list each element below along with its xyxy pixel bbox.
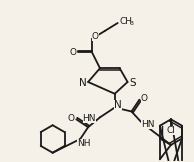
Text: O: O — [92, 32, 99, 41]
Text: O: O — [68, 114, 75, 123]
Text: Cl: Cl — [166, 126, 175, 135]
Text: NH: NH — [77, 139, 91, 148]
Text: HN: HN — [141, 120, 155, 129]
Text: O: O — [70, 48, 77, 57]
Text: N: N — [114, 100, 122, 110]
Text: CH: CH — [120, 17, 133, 26]
Text: N: N — [79, 78, 87, 88]
Text: HN: HN — [82, 114, 96, 123]
Text: O: O — [141, 94, 148, 103]
Text: S: S — [129, 78, 136, 88]
Text: 3: 3 — [130, 21, 133, 25]
